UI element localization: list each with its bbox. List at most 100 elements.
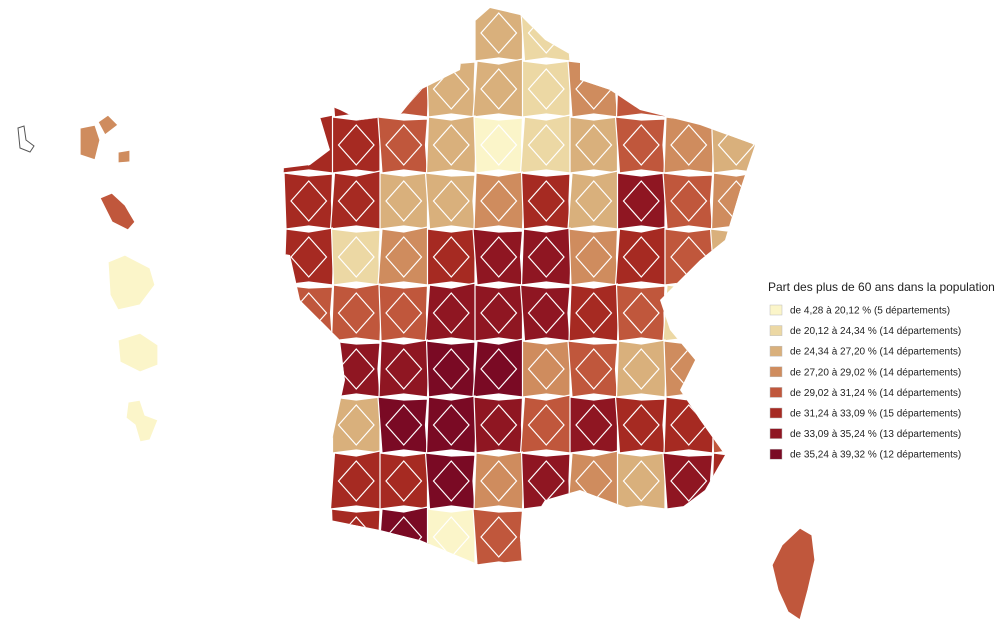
department [527, 348, 565, 390]
department [717, 348, 755, 390]
department [622, 124, 660, 166]
department [337, 180, 375, 222]
department-group [710, 451, 755, 510]
department-group [615, 59, 667, 118]
department [575, 292, 613, 334]
department-group [282, 114, 336, 174]
department [385, 236, 423, 278]
department [622, 404, 660, 446]
department-group [377, 506, 431, 565]
department-group [709, 228, 755, 286]
mayotte [125, 399, 159, 443]
department [527, 68, 565, 110]
department [337, 348, 375, 390]
legend-swatch [769, 345, 783, 357]
department [480, 516, 518, 558]
department [717, 292, 755, 334]
department [432, 124, 470, 166]
department [670, 180, 708, 222]
legend-label: de 27,20 à 29,02 % (14 départements) [790, 367, 961, 378]
department [480, 68, 518, 110]
department [717, 236, 755, 278]
guadeloupe [79, 114, 119, 161]
department [575, 180, 613, 222]
department [670, 292, 708, 334]
department [575, 236, 613, 278]
legend: Part des plus de 60 ans dans la populati… [768, 280, 995, 461]
department [717, 404, 755, 446]
department [480, 124, 518, 166]
legend-swatch [769, 325, 783, 336]
legend-label: de 33,09 à 35,24 % (13 départements) [790, 429, 961, 440]
department [622, 460, 660, 502]
department [480, 404, 518, 446]
department-group [662, 282, 716, 342]
department [527, 236, 565, 278]
corsica [771, 527, 816, 621]
martinique [99, 192, 136, 231]
department [337, 236, 375, 278]
legend-swatch [769, 428, 783, 439]
department [622, 292, 660, 334]
department [385, 180, 423, 222]
department-group [329, 60, 381, 118]
department [480, 12, 518, 54]
legend-swatch [769, 407, 783, 419]
department-group [711, 284, 755, 342]
department [385, 348, 423, 390]
legend-label: de 4,28 à 20,12 % (5 départements) [790, 306, 950, 317]
legend-swatch [769, 387, 783, 398]
department [337, 68, 375, 110]
department [622, 180, 660, 222]
department [432, 460, 470, 502]
legend-title: Part des plus de 60 ans dans la populati… [768, 280, 995, 294]
department [575, 124, 613, 166]
guadeloupe-islet [117, 149, 131, 164]
legend-swatch [769, 448, 783, 460]
department [432, 68, 470, 110]
department [432, 404, 470, 446]
department [432, 180, 470, 222]
department [290, 236, 328, 278]
department [527, 180, 565, 222]
saint-pierre [17, 125, 35, 153]
department [432, 292, 470, 334]
department [480, 460, 518, 502]
department [385, 292, 423, 334]
department [385, 124, 423, 166]
department [717, 460, 755, 502]
department-group [710, 396, 755, 454]
guyane [107, 254, 156, 311]
legend-label: de 24,34 à 27,20 % (14 départements) [790, 347, 961, 358]
department [337, 404, 375, 446]
department [670, 124, 708, 166]
legend-label: de 31,24 à 33,09 % (15 départements) [790, 409, 961, 420]
department [575, 348, 613, 390]
department [432, 236, 470, 278]
department [432, 348, 470, 390]
legend-label: de 29,02 à 31,24 % (14 départements) [790, 388, 961, 399]
department [480, 348, 518, 390]
department-group [378, 59, 430, 118]
department [670, 460, 708, 502]
reunion [117, 332, 159, 373]
legend-label: de 35,24 à 39,32 % (12 départements) [790, 450, 961, 461]
department [337, 292, 375, 334]
department [480, 180, 518, 222]
department [480, 292, 518, 334]
department [480, 236, 518, 278]
department [575, 404, 613, 446]
department [337, 460, 375, 502]
department [527, 124, 565, 166]
legend-swatch [769, 366, 783, 378]
department [290, 180, 328, 222]
department [622, 348, 660, 390]
legend-swatch [769, 304, 783, 316]
department [527, 404, 565, 446]
department [622, 236, 660, 278]
department [385, 460, 423, 502]
france-map [282, 8, 755, 565]
department [385, 404, 423, 446]
department [527, 292, 565, 334]
